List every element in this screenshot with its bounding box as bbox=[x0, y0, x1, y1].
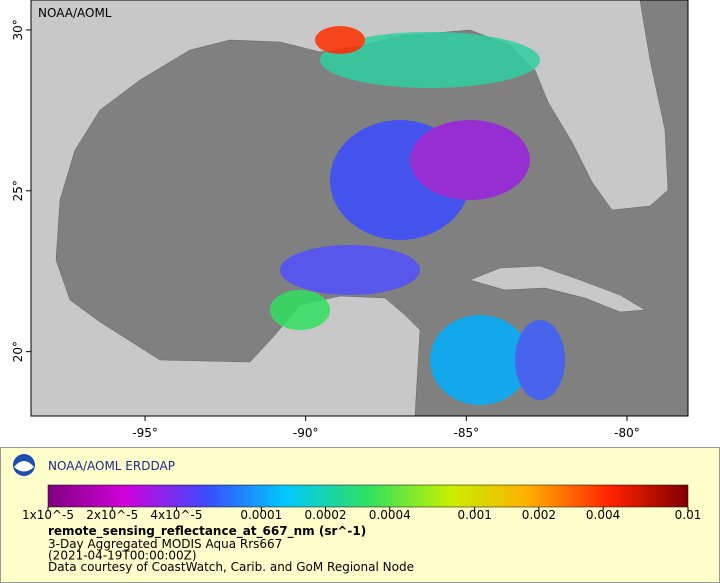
colorbar-tick-label: 2x10^-5 bbox=[86, 508, 138, 522]
reflectance-field bbox=[270, 26, 565, 405]
colorbar-tick-label: 4x10^-5 bbox=[150, 508, 202, 522]
colorbar-tick-label: 0.001 bbox=[457, 508, 491, 522]
legend-panel bbox=[0, 447, 720, 583]
x-tick-label: -80° bbox=[614, 426, 640, 440]
noaa-logo-bird bbox=[14, 461, 34, 472]
y-tick-label: 25° bbox=[11, 180, 25, 201]
legend-line: 3-Day Aggregated MODIS Aqua Rrs667 bbox=[48, 537, 282, 551]
map-frame bbox=[30, 0, 689, 417]
variable-name: remote_sensing_reflectance_at_667_nm (sr… bbox=[48, 524, 366, 539]
y-tick-label: 30° bbox=[11, 19, 25, 40]
x-tick-label: -90° bbox=[293, 426, 319, 440]
legend-line: Data courtesy of CoastWatch, Carib. and … bbox=[48, 560, 414, 574]
colorbar-tick-label: 0.002 bbox=[522, 508, 556, 522]
colorbar-tick-label: 0.0004 bbox=[369, 508, 411, 522]
land bbox=[31, 0, 669, 416]
legend-title: NOAA/AOML ERDDAP bbox=[48, 459, 175, 473]
y-tick-label: 20° bbox=[11, 341, 25, 362]
colorbar bbox=[47, 484, 689, 508]
colorbar-tick-label: 0.01 bbox=[675, 508, 702, 522]
cuba bbox=[469, 265, 646, 313]
x-tick-label: -85° bbox=[454, 426, 480, 440]
colorbar-tick-label: 1x10^-5 bbox=[22, 508, 74, 522]
colorbar-tick-label: 0.0002 bbox=[305, 508, 347, 522]
watermark: NOAA/AOML bbox=[38, 6, 112, 20]
colorbar-tick-label: 0.0001 bbox=[240, 508, 282, 522]
map bbox=[31, 0, 688, 416]
legend-line: (2021-04-19T00:00:00Z) bbox=[48, 549, 197, 563]
x-tick-label: -95° bbox=[132, 426, 158, 440]
colorbar-tick-label: 0.004 bbox=[586, 508, 620, 522]
